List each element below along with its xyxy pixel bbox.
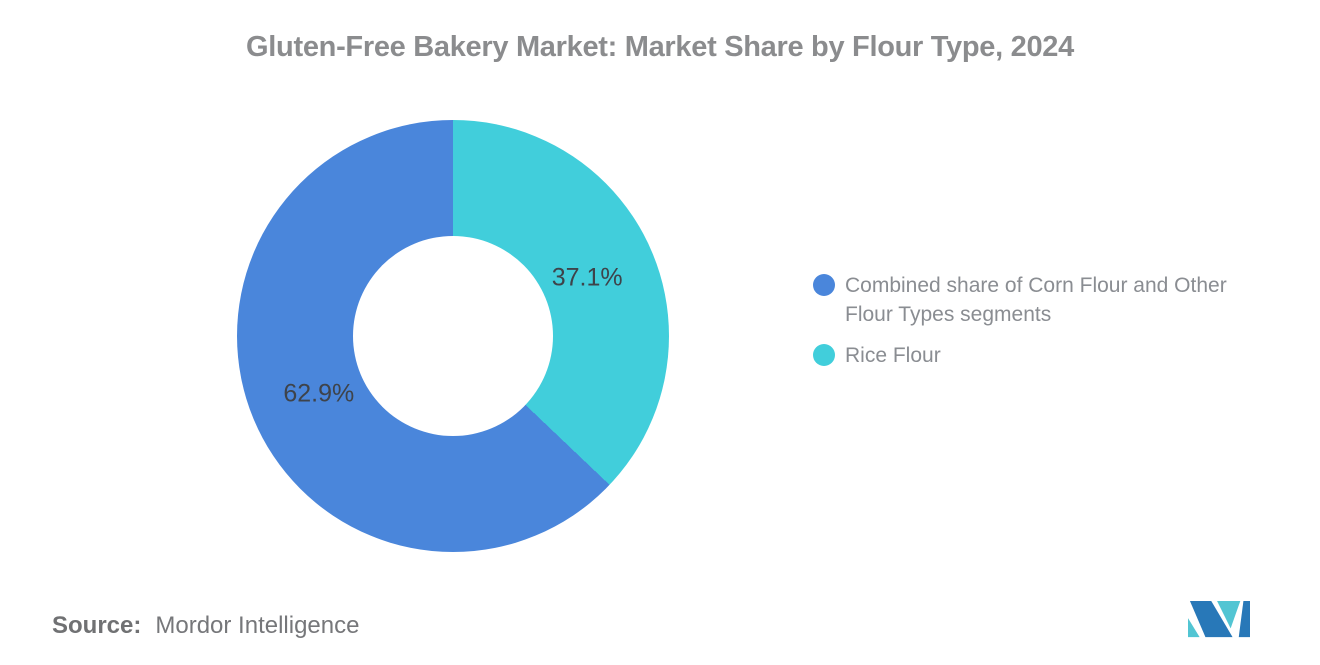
chart-title: Gluten-Free Bakery Market: Market Share … bbox=[246, 31, 1074, 63]
donut-chart: 37.1% 62.9% bbox=[237, 120, 669, 552]
slice-label-rice-flour: 37.1% bbox=[551, 263, 623, 292]
legend-marker-rice-flour-icon bbox=[813, 344, 835, 366]
logo-teal-mid-triangle bbox=[1217, 601, 1241, 629]
source-name: Mordor Intelligence bbox=[155, 612, 360, 639]
logo-blue-right-bar bbox=[1238, 601, 1250, 638]
slice-label-combined-flour: 62.9% bbox=[283, 379, 355, 408]
source-prefix-label: Source: bbox=[52, 612, 142, 639]
logo-blue-diagonal bbox=[1189, 601, 1233, 638]
legend-item-label: Rice Flour bbox=[845, 344, 941, 367]
logo-teal-left-triangle bbox=[1188, 618, 1200, 638]
legend-item-label: Combined share of Corn Flour and Other F… bbox=[845, 274, 1227, 326]
legend-item-rice-flour[interactable]: Rice Flour bbox=[813, 341, 1269, 370]
legend-marker-combined-flour-icon bbox=[813, 274, 835, 296]
legend-item-combined-flour[interactable]: Combined share of Corn Flour and Other F… bbox=[813, 271, 1269, 329]
donut-hole bbox=[353, 236, 553, 436]
legend: Combined share of Corn Flour and Other F… bbox=[813, 271, 1269, 370]
mordor-intelligence-logo-icon bbox=[1188, 601, 1250, 638]
source-line: Source: Mordor Intelligence bbox=[52, 612, 359, 640]
